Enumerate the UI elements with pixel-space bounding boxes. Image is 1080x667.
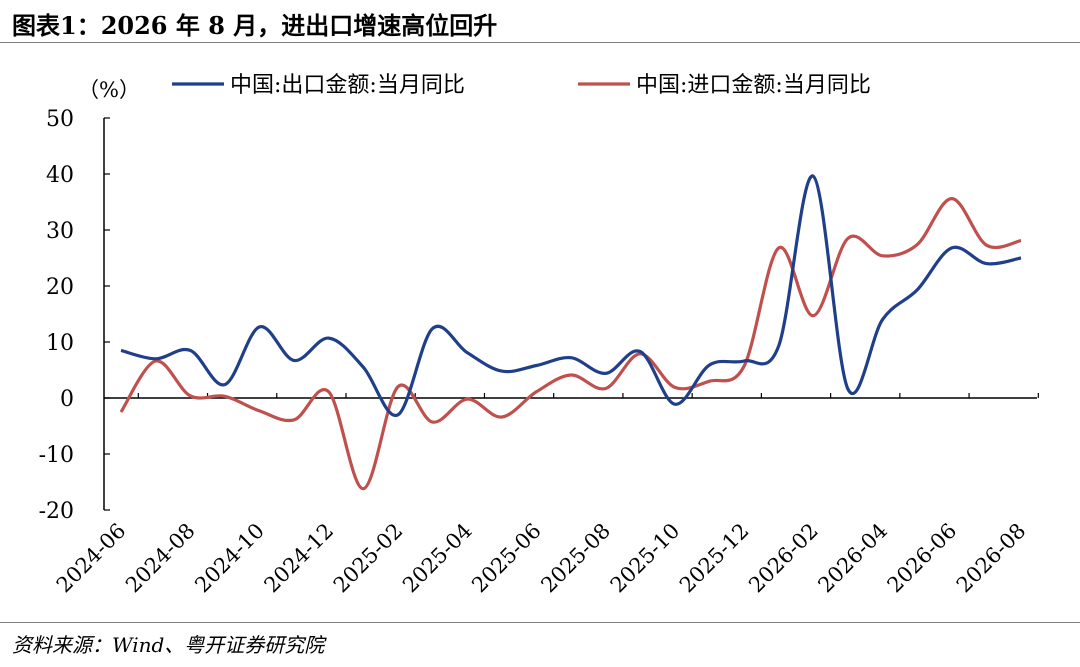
x-tick-label: 2025-08 <box>536 519 615 598</box>
chart-axes <box>103 118 1037 510</box>
chart-title-text: 2026 年 8 月，进出口增速高位回升 <box>100 11 498 40</box>
y-tick-label: 10 <box>46 331 74 356</box>
x-tick-label: 2024-10 <box>190 519 269 598</box>
x-tick-label: 2026-06 <box>883 519 962 598</box>
source-note: 资料来源：Wind、粤开证券研究院 <box>12 633 325 657</box>
y-axis-ticks: -20 -10 0 10 20 30 40 50 <box>39 107 110 524</box>
y-axis-unit: （%） <box>78 78 140 102</box>
x-tick-label: 2026-08 <box>952 519 1031 598</box>
export-series-line <box>120 174 1022 417</box>
y-tick-label: 20 <box>46 275 74 300</box>
y-tick-label: 0 <box>60 387 74 412</box>
x-tick-label: 2025-02 <box>329 519 408 598</box>
x-tick-label: 2024-06 <box>52 519 131 598</box>
title-divider <box>0 42 1080 43</box>
x-tick-label: 2025-10 <box>606 519 685 598</box>
chart-series <box>119 174 1022 491</box>
x-tick-label: 2024-12 <box>260 519 339 598</box>
y-tick-label: 50 <box>46 107 74 132</box>
x-tick-label: 2024-08 <box>121 519 200 598</box>
legend-label: 中国:进口金额:当月同比 <box>636 73 871 98</box>
chart-title: 图表1：2026 年 8 月，进出口增速高位回升 <box>12 6 497 41</box>
x-tick-label: 2025-04 <box>398 519 477 598</box>
y-tick-label: 30 <box>46 219 74 244</box>
x-tick-label: 2026-02 <box>744 519 823 598</box>
import-series-line <box>119 196 1022 491</box>
y-tick-label: -20 <box>39 499 74 524</box>
source-divider <box>0 622 1080 623</box>
x-tick-label: 2025-12 <box>675 519 754 598</box>
chart-title-prefix: 图表1： <box>12 11 101 40</box>
x-axis-ticks: 2024-062024-082024-102024-122025-022025-… <box>52 393 1039 598</box>
chart-legend: 中国:出口金额:当月同比 中国:进口金额:当月同比 <box>172 73 871 98</box>
x-tick-label: 2026-04 <box>813 519 892 598</box>
y-tick-label: -10 <box>39 443 74 468</box>
legend-label: 中国:出口金额:当月同比 <box>230 73 465 98</box>
y-tick-label: 40 <box>46 163 74 188</box>
x-tick-label: 2025-06 <box>467 519 546 598</box>
